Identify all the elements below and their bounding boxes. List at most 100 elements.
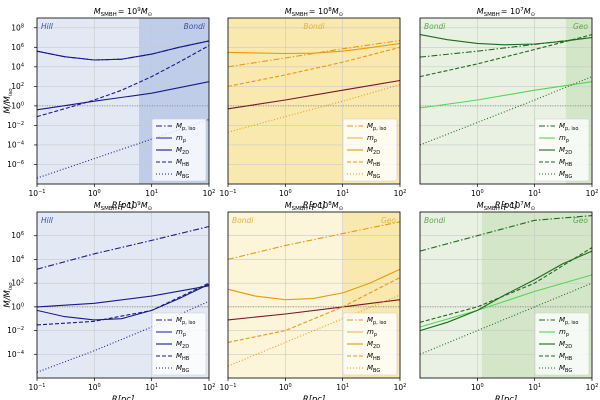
legend-label: MHB [367,352,381,362]
subplot-title: MSMBH= 109M⊙ [94,201,153,212]
legend-label: Mp, iso [367,316,386,326]
y-tick-label: 102 [11,82,24,91]
x-tick-label: 101 [528,383,541,392]
legend-box [151,118,207,182]
series-line-m-hb [419,34,593,78]
series-line-m-2d [36,40,210,61]
series-line-m-2d [227,42,401,55]
series-line-m-hb [419,247,593,323]
region-label: Bondi [424,216,446,225]
y-tick-label: 102 [11,279,24,288]
x-tick-label: 101 [336,383,349,392]
region-label: Bondi [184,22,206,31]
series-line-m-hb [36,45,210,118]
series-line-m-p-iso [419,215,593,252]
region-label: Hill [41,22,54,31]
y-tick-label: 10−6 [7,160,24,169]
legend-label: MBG [367,364,380,374]
series-line-m-bg [36,300,210,373]
legend: Mp, iso mp M2D MHB MBG [534,118,590,182]
x-tick-label: 100 [471,189,484,198]
series-line-m-p [227,299,401,321]
x-tick-label: 10−1 [29,189,46,198]
x-axis-label: R[pc] [112,201,135,211]
series-line-m-2d [36,283,210,321]
series-line-m-2d [419,34,593,46]
legend-label: M2D [176,340,189,350]
x-axis-label: R[pc] [495,395,518,400]
legend-label: MHB [367,158,381,168]
x-tick-label: 102 [394,383,407,392]
series-line-m-2d [419,250,593,332]
legend-label: MHB [559,352,573,362]
x-tick-label: 102 [394,189,407,198]
series-line-m-bg [419,282,593,355]
plot-frame [419,17,593,185]
legend-label: Mp, iso [176,316,195,326]
y-tick-label: 10−2 [7,326,24,335]
legend: Mp, iso mp M2D MHB MBG [342,118,398,182]
y-tick-label: 104 [11,62,24,71]
series-line-m-hb [227,46,401,87]
subplot-1: MSMBH= 108M⊙ Bondi 10−1 100 101 102 R[pc] Mp, i… [220,7,407,211]
region-label: Bondi [232,216,254,225]
legend-box [534,312,590,376]
series-line-m-p-iso [36,225,210,270]
subplot-0: MSMBH= 109M⊙ Hill Bondi 10−1 100 101 102 108 106… [7,7,215,211]
legend-label: Mp, iso [176,122,195,132]
legend-label: mp [367,134,377,144]
y-tick-label: 10−4 [7,350,24,359]
subplot-2: MSMBH= 107M⊙ Bondi Geo 100 101 102 R[pc] Mp, is… [419,7,599,211]
subplot-5: MSMBH= 107M⊙ Bondi Geo 100 101 102 R[pc] Mp, is… [419,201,598,400]
region-label: Geo [573,22,588,31]
plot-frame [419,211,593,379]
legend-box [151,312,207,376]
x-tick-label: 100 [279,383,292,392]
legend: Mp, iso mp M2D MHB MBG [151,312,207,376]
x-tick-label: 102 [203,189,216,198]
region-label: Hill [41,216,54,225]
legend-label: mp [176,134,186,144]
x-axis-label: R[pc] [303,201,326,211]
plot-frame [36,17,210,185]
legend-box [342,118,398,182]
x-axis-label: R[pc] [495,201,518,211]
x-tick-label: 102 [586,189,599,198]
y-tick-label: 10−2 [7,121,24,130]
x-tick-label: 101 [145,383,158,392]
series-line-m-p [419,274,593,328]
series-line-m-p [36,285,210,308]
subplot-title: MSMBH= 107M⊙ [477,201,536,212]
series-line-m-bg [36,118,210,179]
x-axis-label: R[pc] [112,395,135,400]
x-tick-label: 100 [88,383,101,392]
legend-label: MHB [559,158,573,168]
legend-label: MBG [176,170,189,180]
region-label: Geo [573,216,588,225]
subplot-3: MSMBH= 109M⊙ Hill 10−1 100 101 102 106 104 102 10… [7,201,215,400]
series-line-m-bg [419,76,593,146]
x-tick-label: 101 [336,189,349,198]
subplot-title: MSMBH= 109M⊙ [94,7,153,18]
legend-label: mp [367,328,377,338]
series-line-m-p [227,79,401,110]
series-line-m-hb [36,282,210,326]
series-line-m-p [36,81,210,111]
series-line-m-p-iso [227,221,401,260]
x-tick-label: 100 [88,189,101,198]
y-axis-label: M/Miso [3,88,14,114]
region-label: Geo [381,216,396,225]
x-tick-label: 101 [145,189,158,198]
y-tick-label: 100 [11,302,24,311]
legend: Mp, iso mp M2D MHB MBG [342,312,398,376]
legend-label: M2D [559,146,572,156]
legend-label: MBG [176,364,189,374]
x-tick-label: 100 [471,383,484,392]
plot-frame [36,211,210,379]
series-line-m-p-iso [419,36,593,58]
y-tick-label: 108 [11,23,24,32]
subplot-title: MSMBH= 108M⊙ [285,201,344,212]
series-line-m-p [419,81,593,109]
y-axis-label: M/Miso [3,282,14,308]
